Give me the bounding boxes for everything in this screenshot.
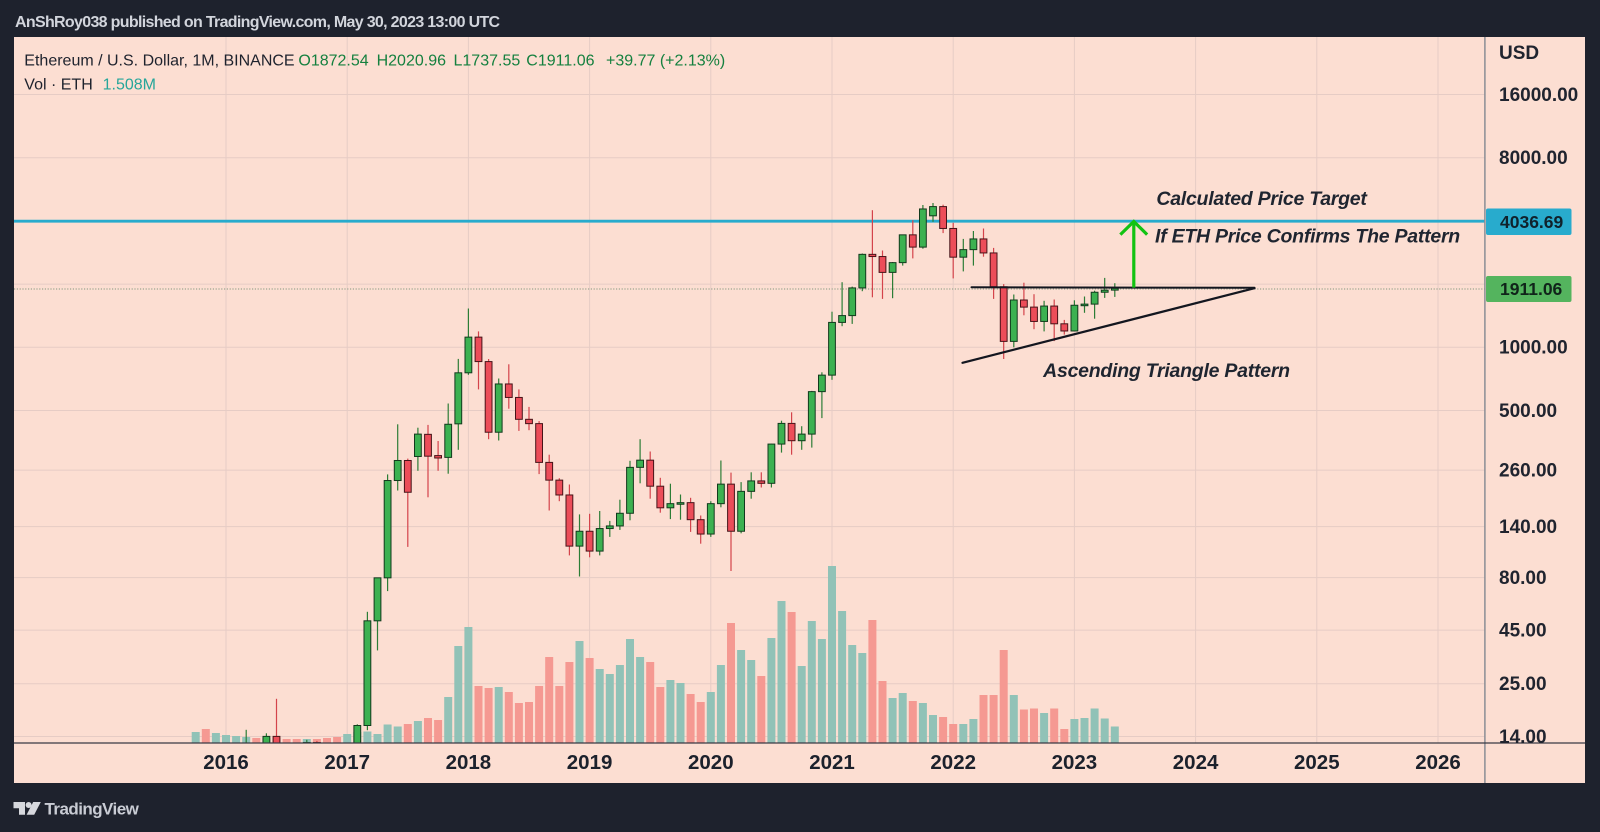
svg-text:500.00: 500.00 <box>1499 401 1557 422</box>
svg-text:C1911.06: C1911.06 <box>526 53 594 70</box>
svg-text:1000.00: 1000.00 <box>1499 338 1568 359</box>
svg-text:80.00: 80.00 <box>1499 568 1547 589</box>
svg-text:L1737.55: L1737.55 <box>454 53 521 70</box>
svg-text:45.00: 45.00 <box>1499 620 1547 641</box>
svg-text:2019: 2019 <box>567 751 613 774</box>
svg-text:Ethereum / U.S. Dollar, 1M, BI: Ethereum / U.S. Dollar, 1M, BINANCE <box>24 53 294 70</box>
svg-text:+39.77 (+2.13%): +39.77 (+2.13%) <box>606 53 725 70</box>
svg-text:2023: 2023 <box>1052 751 1098 774</box>
svg-text:2018: 2018 <box>446 751 492 774</box>
svg-text:2016: 2016 <box>203 751 249 774</box>
svg-text:1.508M: 1.508M <box>103 77 156 94</box>
svg-text:Ascending Triangle Pattern: Ascending Triangle Pattern <box>1042 360 1290 382</box>
svg-text:16000.00: 16000.00 <box>1499 85 1578 106</box>
svg-text:Calculated Price Target: Calculated Price Target <box>1156 188 1368 210</box>
svg-text:2022: 2022 <box>930 751 976 774</box>
svg-text:260.00: 260.00 <box>1499 460 1557 481</box>
svg-text:AnShRoy038 published on Tradin: AnShRoy038 published on TradingView.com,… <box>15 14 501 31</box>
svg-text:2020: 2020 <box>688 751 734 774</box>
svg-text:1911.06: 1911.06 <box>1500 279 1563 299</box>
svg-text:2017: 2017 <box>324 751 370 774</box>
svg-text:14.00: 14.00 <box>1499 727 1547 748</box>
svg-text:USD: USD <box>1499 43 1539 64</box>
svg-text:H2020.96: H2020.96 <box>377 53 446 70</box>
svg-text:If ETH Price Confirms The Patt: If ETH Price Confirms The Pattern <box>1155 226 1460 248</box>
svg-text:2025: 2025 <box>1294 751 1340 774</box>
svg-text:140.00: 140.00 <box>1499 517 1557 538</box>
svg-text:25.00: 25.00 <box>1499 674 1547 695</box>
svg-text:8000.00: 8000.00 <box>1499 148 1568 169</box>
svg-text:4036.69: 4036.69 <box>1500 212 1564 232</box>
svg-text:O1872.54: O1872.54 <box>298 53 368 70</box>
svg-text:Vol · ETH: Vol · ETH <box>24 77 92 94</box>
svg-text:2024: 2024 <box>1173 751 1219 774</box>
svg-text:2026: 2026 <box>1415 751 1461 774</box>
svg-text:TradingView: TradingView <box>45 800 140 819</box>
svg-text:2021: 2021 <box>809 751 855 774</box>
